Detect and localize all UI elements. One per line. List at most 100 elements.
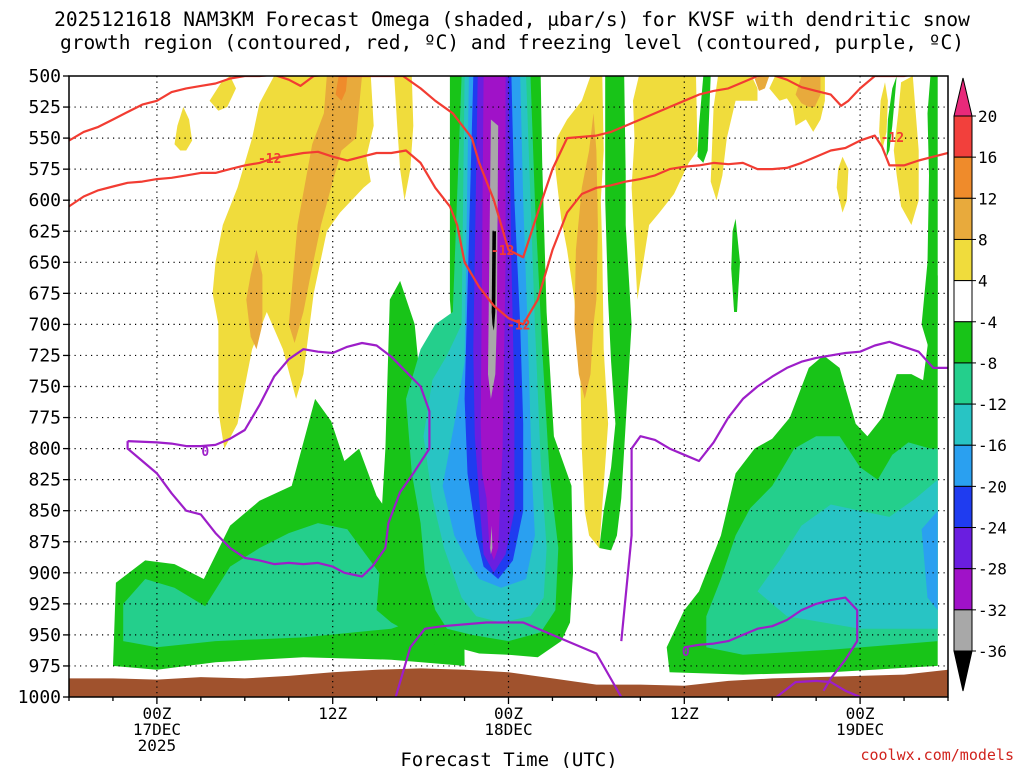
colorbar-box-13: [953, 609, 973, 652]
freezing-contour-line-4: [684, 596, 859, 692]
dgz-contour-label-3: -12: [881, 131, 904, 146]
freezing-contour-line-0: [126, 341, 431, 578]
gridlines: [69, 76, 948, 697]
omega-region-18: [731, 218, 740, 312]
colorbar-arrow-top: [953, 77, 973, 117]
omega-region-26: [335, 76, 348, 101]
dgz-contour-label-2: -12: [507, 318, 530, 333]
x-tick-label-54-1: 19DEC: [836, 720, 884, 739]
omega-region-17: [697, 76, 711, 163]
colorbar-label-11: -28: [978, 560, 1007, 579]
y-tick-label-950: 950: [28, 625, 61, 646]
omega-region-24: [246, 249, 263, 350]
y-tick-label-725: 725: [28, 345, 61, 366]
y-tick-label-525: 525: [28, 97, 61, 118]
colorbar-label-7: -12: [978, 395, 1007, 414]
omega-region-22: [209, 76, 236, 111]
colorbar-label-9: -20: [978, 477, 1007, 496]
colorbar-label-3: 8: [978, 230, 988, 249]
omega-region-20: [921, 76, 938, 350]
omega-region-29: [574, 113, 598, 399]
omega-region-36: [879, 82, 888, 151]
colorbar-box-3: [953, 197, 973, 240]
colorbar-box-12: [953, 568, 973, 611]
x-axis-label: Forecast Time (UTC): [400, 749, 617, 768]
omega-region-4: [757, 479, 938, 629]
dgz-contour-label-1: -12: [491, 244, 514, 259]
ground-terrain: [69, 668, 948, 697]
colorbar-label-10: -24: [978, 519, 1007, 538]
y-tick-label-775: 775: [28, 408, 61, 429]
colorbar-label-5: -4: [978, 313, 997, 332]
omega-region-32: [754, 76, 770, 91]
dendritic-growth-contours: -12 -12 -12 -12: [69, 76, 948, 333]
colorbar-box-7: [953, 362, 973, 405]
x-tick-label-30-0: 00Z: [494, 704, 523, 723]
y-tick-label-975: 975: [28, 656, 61, 677]
colorbar-label-4: 4: [978, 272, 988, 291]
freezing-contour-label-1: 0: [682, 645, 690, 660]
colorbar: 20 16 12 8 4 -4 -8 -12 -16 -20 -24 -28 -32 -36: [953, 77, 1007, 692]
y-tick-label-925: 925: [28, 594, 61, 615]
omega-region-1: [123, 523, 433, 648]
freezing-contour-line-2: [775, 679, 861, 697]
colorbar-box-9: [953, 444, 973, 487]
colorbar-box-1: [953, 115, 973, 158]
chart-title-line-1: 2025121618 NAM3KM Forecast Omega (shaded…: [54, 8, 970, 31]
omega-region-31: [710, 76, 758, 201]
y-tick-label-600: 600: [28, 190, 61, 211]
colorbar-box-2: [953, 156, 973, 199]
y-tick-label-825: 825: [28, 470, 61, 491]
x-tick-label-6-1: 17DEC: [133, 720, 181, 739]
y-tick-label-500: 500: [28, 66, 61, 87]
colorbar-box-8: [953, 403, 973, 446]
y-tick-label-750: 750: [28, 377, 61, 398]
y-tick-label-550: 550: [28, 128, 61, 149]
dgz-contour-label-0: -12: [258, 152, 281, 167]
axes: 500 525 550 575 600 625 650 675 700 725 750 775 800 8…: [18, 66, 949, 755]
y-tick-label-900: 900: [28, 563, 61, 584]
colorbar-label-1: 16: [978, 148, 997, 167]
y-tick-label-650: 650: [28, 252, 61, 273]
y-tick-label-700: 700: [28, 314, 61, 335]
colorbar-label-2: 12: [978, 189, 997, 208]
omega-region-37: [893, 76, 919, 225]
colorbar-label-13: -36: [978, 642, 1007, 661]
y-tick-label-850: 850: [28, 501, 61, 522]
omega-region-30: [631, 76, 698, 300]
x-tick-label-6-2: 2025: [138, 736, 177, 755]
colorbar-label-0: 20: [978, 107, 997, 126]
freezing-contour-line-3: [620, 340, 948, 642]
dgz-contour-line-1: [69, 134, 948, 326]
y-tick-label-675: 675: [28, 283, 61, 304]
x-tick-label-54-0: 00Z: [846, 704, 875, 723]
colorbar-label-8: -16: [978, 436, 1007, 455]
y-tick-label-575: 575: [28, 159, 61, 180]
omega-region-35: [836, 156, 849, 213]
credit-text: coolwx.com/models: [860, 746, 1014, 764]
omega-region-16: [599, 76, 632, 551]
omega-region-25: [288, 76, 362, 343]
omega-region-19: [886, 76, 897, 157]
x-tick-label-42-0: 12Z: [670, 704, 699, 723]
colorbar-box-11: [953, 527, 973, 570]
colorbar-box-10: [953, 485, 973, 529]
y-tick-label-800: 800: [28, 439, 61, 460]
colorbar-arrow-bottom: [953, 650, 973, 692]
freezing-contour-line-1: [394, 621, 623, 697]
dgz-contour-line-0: [69, 76, 911, 259]
y-tick-label-625: 625: [28, 221, 61, 242]
colorbar-box-5: [953, 280, 973, 323]
omega-region-5: [921, 510, 938, 611]
x-tick-label-30-1: 18DEC: [484, 720, 532, 739]
omega-region-27: [394, 76, 414, 201]
omega-region-34: [795, 76, 821, 107]
x-tick-label-18-0: 12Z: [318, 704, 347, 723]
omega-region-21: [174, 107, 193, 151]
colorbar-label-12: -32: [978, 601, 1007, 620]
omega-shading: [113, 76, 938, 675]
x-tick-label-6-0: 00Z: [142, 704, 171, 723]
colorbar-box-4: [953, 238, 973, 282]
y-tick-label-1000: 1000: [18, 687, 61, 708]
